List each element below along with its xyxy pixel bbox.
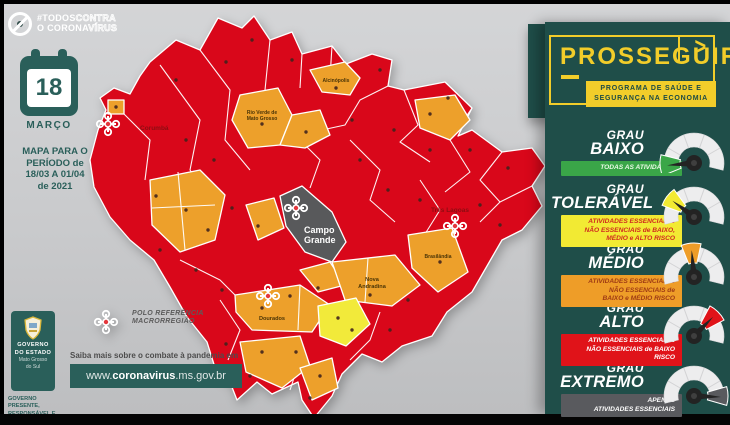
polo-legend-line2: MACRORREGIÃO	[132, 318, 195, 326]
label-nova-andradina-1: Nova	[365, 277, 380, 283]
badge-state-name-2: do Sul	[25, 364, 41, 370]
label-tres-lagoas: Três Lagoas	[431, 207, 469, 214]
chevron-right-icon: >	[694, 33, 707, 61]
level-name-extremo: EXTREMO	[560, 373, 644, 392]
calendar-month: MARÇO	[26, 120, 72, 131]
municipality-dots	[114, 38, 510, 400]
calendar-day: 18	[27, 69, 71, 107]
municipality-toleravel	[317, 297, 371, 347]
url-prefix: www.	[86, 370, 113, 382]
polo-legend: POLO REFERÊNCIA MACRORREGIÃO	[96, 310, 204, 327]
label-nova-andradina-2: Andradina	[358, 284, 387, 290]
level-desc-extremo: APENAS ATIVIDADES ESSENCIAIS	[561, 394, 682, 418]
municipalities-medio	[107, 61, 471, 401]
gauge-medio	[655, 231, 730, 292]
label-campo-grande-2: Grande	[304, 235, 336, 245]
frame-bottom	[0, 414, 730, 425]
level-name-toleravel: TOLERÁVEL	[551, 194, 654, 213]
prosseguir-title: PROSSEGUIR	[560, 43, 730, 70]
level-grau-label: GRAU	[606, 128, 644, 142]
logo-divider	[678, 35, 680, 63]
calendar-ring	[58, 49, 67, 64]
no-virus-icon	[8, 12, 32, 36]
state-crest-icon	[24, 316, 42, 340]
coronavirus-url-link[interactable]: www. coronavirus .ms.gov.br	[70, 364, 242, 388]
calendar-icon: 18 MARÇO	[20, 49, 78, 131]
calendar-ring	[31, 49, 40, 64]
badge-state-name-1: Mato Grosso	[18, 357, 48, 363]
badge-governo: GOVERNO	[17, 342, 49, 348]
logo-underline	[561, 75, 579, 79]
level-name-alto: ALTO	[599, 313, 644, 332]
url-suffix: .ms.gov.br	[175, 370, 226, 382]
label-alcinopolis: Alcinópolis	[323, 78, 350, 84]
level-desc-medio: ATIVIDADES ESSENCIAIS e NÃO ESSENCIAIS d…	[561, 275, 682, 307]
label-corumba: Corumbá	[140, 125, 169, 132]
municipality-ne	[414, 94, 471, 141]
campaign-solid-2: O CORONA	[37, 23, 89, 33]
municipality-center-west	[245, 197, 285, 241]
prosseguir-logo: PROSSEGUIR > PROGRAMA DE SAÚDE E SEGURAN…	[549, 33, 730, 108]
municipality-south-1	[239, 335, 311, 389]
label-campo-grande-1: Campo	[304, 225, 335, 235]
campaign-solid-1: #TODOS	[37, 13, 76, 24]
label-brasilandia: Brasilândia	[425, 254, 452, 260]
level-row-alto: GRAU ALTO ATIVIDADES ESSENCIAIS e NÃO ES…	[551, 302, 730, 366]
gauge-toleravel	[655, 171, 730, 232]
level-grau-label: GRAU	[606, 182, 644, 196]
badge-estado: DO ESTADO	[14, 350, 52, 356]
prosseguir-subtitle: PROGRAMA DE SAÚDE E SEGURANÇA NA ECONOMI…	[586, 81, 716, 108]
frame-left	[0, 0, 4, 414]
footer-info-text: Saiba mais sobre o combate à pandemia em	[70, 351, 239, 360]
municipality-center-north	[279, 109, 331, 149]
label-rio-verde-1: Rio Verde de	[247, 110, 278, 116]
level-name-medio: MÉDIO	[588, 254, 644, 273]
level-desc-toleravel: ATIVIDADES ESSENCIAIS e NÃO ESSENCIAIS d…	[561, 215, 682, 247]
gauge-baixo	[655, 117, 730, 178]
state-map: Campo Grande Dourados Nova Andradina Trê…	[89, 15, 546, 419]
label-dourados: Dourados	[259, 316, 285, 322]
level-desc-baixo: TODAS AS ATIVIDADES	[561, 161, 682, 176]
level-row-baixo: GRAU BAIXO TODAS AS ATIVIDADES	[551, 128, 730, 186]
municipality-alcinopolis	[309, 61, 361, 96]
municipality-south-2	[299, 357, 339, 401]
campaign-text: #TODOSCONTRA O CORONAVÍRUS	[37, 13, 118, 34]
map-labels: Campo Grande Dourados Nova Andradina Trê…	[140, 78, 469, 322]
campaign-logo: #TODOSCONTRA O CORONAVÍRUS	[8, 12, 117, 36]
government-badge: GOVERNO DO ESTADO Mato Grosso do Sul	[11, 311, 55, 391]
municipality-west-cluster	[149, 169, 226, 253]
gauge-alto	[655, 290, 730, 351]
level-row-extremo: GRAU EXTREMO APENAS ATIVIDADES ESSENCIAI…	[551, 362, 730, 419]
level-name-baixo: BAIXO	[590, 140, 644, 159]
polo-legend-line1: POLO REFERÊNCIA	[132, 310, 204, 317]
risk-levels-panel: GRAU BAIXO TODAS AS ATIVIDADES GRAU TOLE…	[545, 22, 730, 418]
gauge-extremo	[655, 350, 730, 411]
campaign-outline-2: VÍRUS	[88, 23, 118, 34]
level-row-toleravel: GRAU TOLERÁVEL ATIVIDADES ESSENCIAIS e N…	[551, 182, 730, 247]
level-row-medio: GRAU MÉDIO ATIVIDADES ESSENCIAIS e NÃO E…	[551, 242, 730, 307]
campaign-outline-1: CONTRA	[75, 13, 116, 24]
label-rio-verde-2: Mato Grosso	[247, 116, 278, 122]
municipality-nova-andradina	[331, 254, 421, 307]
map-period-text: MAPA PARA O PERÍODO de 18/03 A 01/04 de …	[22, 146, 88, 192]
url-domain: coronavirus	[112, 370, 176, 382]
frame-top	[0, 0, 730, 4]
